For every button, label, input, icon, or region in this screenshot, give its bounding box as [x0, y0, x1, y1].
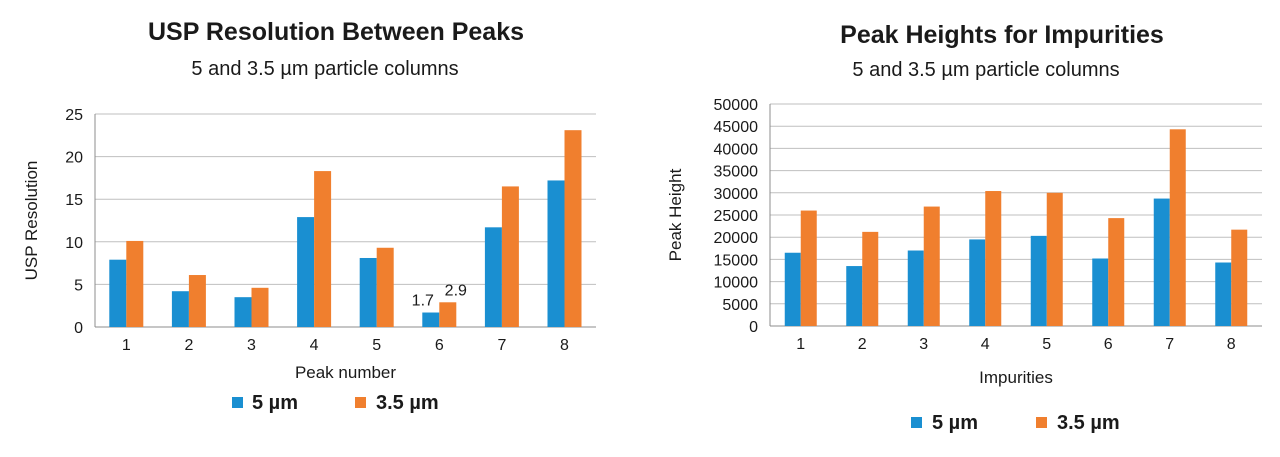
bar-5um-8	[547, 180, 565, 327]
x-tick-label: 6	[435, 337, 444, 354]
chart-1: USP Resolution Between Peaks 5 and 3.5 µm…	[22, 18, 596, 414]
chart-subtitle: 5 and 3.5 µm particle columns	[191, 58, 458, 80]
x-tick-label: 8	[560, 337, 569, 354]
y-tick-label: 45000	[714, 119, 759, 136]
bar-3-5um-3	[923, 206, 940, 326]
bar-5um-7	[484, 227, 502, 327]
y-tick-label: 10000	[714, 275, 759, 292]
bar-5um-6	[422, 312, 440, 327]
bar-3-5um-2	[862, 231, 879, 326]
chart-title: USP Resolution Between Peaks	[148, 18, 524, 46]
legend-swatch	[232, 397, 243, 408]
legend-swatch	[355, 397, 366, 408]
x-tick-label: 2	[184, 337, 193, 354]
bar-3-5um-7	[1169, 129, 1186, 326]
bar-3-5um-5	[376, 247, 394, 327]
bar-5um-4	[297, 217, 315, 327]
legend-label: 3.5 µm	[376, 392, 439, 414]
bar-3-5um-5	[1046, 192, 1063, 326]
y-tick-label: 5000	[722, 297, 758, 314]
y-tick-label: 25000	[714, 208, 759, 225]
x-tick-label: 8	[1227, 336, 1236, 353]
bar-5um-8	[1215, 262, 1232, 326]
bar-3-5um-4	[314, 171, 332, 327]
legend-swatch	[1036, 417, 1047, 428]
y-tick-label: 15	[65, 192, 83, 209]
bar-3-5um-4	[985, 191, 1002, 326]
x-tick-label: 7	[1165, 336, 1174, 353]
bar-3-5um-2	[188, 275, 206, 327]
bar-3-5um-1	[126, 240, 144, 327]
y-tick-label: 20	[65, 150, 83, 167]
bar-5um-3	[234, 297, 252, 327]
bar-3-5um-6	[1108, 218, 1125, 326]
x-tick-label: 1	[122, 337, 131, 354]
bar-5um-2	[171, 291, 189, 327]
data-label: 1.7	[412, 293, 434, 310]
bar-5um-1	[784, 252, 801, 326]
bar-5um-5	[1030, 235, 1047, 326]
bar-3-5um-8	[1231, 229, 1248, 326]
legend: 5 µm 3.5 µm	[232, 392, 439, 414]
bar-3-5um-3	[251, 287, 269, 327]
y-tick-label: 40000	[714, 141, 759, 158]
bar-5um-7	[1153, 198, 1170, 326]
x-tick-label: 1	[796, 336, 805, 353]
bar-5um-5	[359, 257, 377, 327]
bar-5um-6	[1092, 258, 1109, 326]
legend-label: 5 µm	[932, 412, 978, 434]
chart-title: Peak Heights for Impurities	[840, 21, 1164, 49]
y-tick-label: 10	[65, 235, 83, 252]
bar-3-5um-7	[501, 186, 519, 327]
bar-3-5um-8	[564, 130, 582, 327]
x-tick-label: 3	[919, 336, 928, 353]
y-tick-label: 20000	[714, 230, 759, 247]
x-tick-label: 5	[372, 337, 381, 354]
legend: 5 µm 3.5 µm	[911, 412, 1120, 434]
y-tick-label: 30000	[714, 186, 759, 203]
y-tick-label: 0	[749, 319, 758, 336]
legend-label: 3.5 µm	[1057, 412, 1120, 434]
x-tick-label: 5	[1042, 336, 1051, 353]
chart-2: Peak Heights for Impurities 5 and 3.5 µm …	[666, 21, 1262, 434]
x-axis-label: Impurities	[979, 368, 1053, 387]
y-tick-label: 35000	[714, 164, 759, 181]
chart-subtitle: 5 and 3.5 µm particle columns	[852, 59, 1119, 81]
bar-5um-1	[109, 259, 127, 327]
y-axis-label: USP Resolution	[22, 161, 41, 281]
x-axis-label: Peak number	[295, 363, 396, 382]
x-tick-label: 2	[858, 336, 867, 353]
bar-5um-3	[907, 250, 924, 326]
bar-3-5um-6	[439, 302, 457, 327]
x-tick-label: 7	[497, 337, 506, 354]
bar-5um-4	[969, 239, 986, 326]
legend-label: 5 µm	[252, 392, 298, 414]
legend-swatch	[911, 417, 922, 428]
bar-3-5um-1	[800, 210, 817, 326]
y-tick-label: 5	[74, 277, 83, 294]
y-tick-label: 15000	[714, 252, 759, 269]
y-tick-label: 50000	[714, 97, 759, 114]
x-tick-label: 4	[981, 336, 990, 353]
x-tick-label: 4	[310, 337, 319, 354]
y-axis-label: Peak Height	[666, 168, 685, 261]
data-label: 2.9	[445, 282, 467, 299]
x-tick-label: 6	[1104, 336, 1113, 353]
x-tick-label: 3	[247, 337, 256, 354]
bar-5um-2	[846, 266, 863, 326]
y-tick-label: 25	[65, 107, 83, 124]
y-tick-label: 0	[74, 320, 83, 337]
